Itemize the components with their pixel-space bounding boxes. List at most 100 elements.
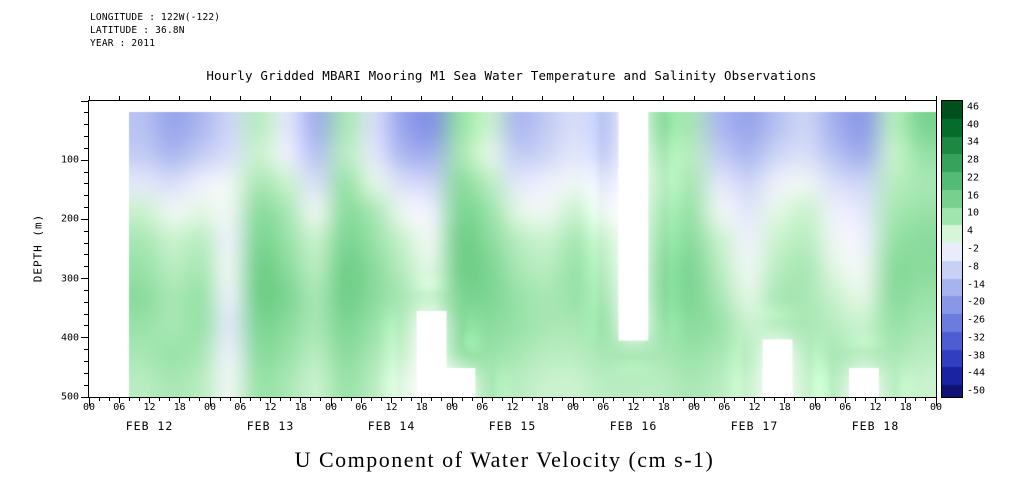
x-axis-top-tick — [784, 96, 786, 100]
heatmap-plot-area: 100 200 300 400 500 00 06 12 18 00 06 12 18 00 06 12 18 0… — [61, 96, 942, 433]
x-axis-top-tick — [512, 96, 513, 100]
x-axis-hour-label: 06 — [476, 402, 489, 413]
colorbar-tick-label: 10 — [967, 207, 980, 219]
y-axis-tick — [84, 349, 88, 351]
x-axis-tick — [310, 398, 312, 401]
x-axis-tick — [169, 398, 171, 401]
x-axis-tick — [512, 398, 513, 403]
x-axis-tick — [885, 398, 887, 401]
x-axis-top-tick — [905, 96, 907, 100]
y-axis-tick — [84, 112, 88, 114]
x-axis-day-label: FEB 16 — [609, 419, 658, 433]
x-axis-tick — [683, 398, 685, 401]
x-axis-top-tick — [391, 96, 392, 100]
x-axis-top-tick — [723, 96, 725, 100]
x-axis-tick — [864, 398, 866, 401]
x-axis-tick — [370, 398, 372, 401]
x-axis-hour-label: 00 — [82, 402, 96, 413]
x-axis-tick — [421, 398, 423, 403]
colorbar-canvas — [942, 101, 962, 397]
x-axis-tick — [713, 398, 715, 401]
x-axis-tick — [754, 398, 755, 403]
y-axis-tick-label: 300 — [60, 273, 79, 285]
x-axis-tick — [320, 398, 322, 401]
x-axis-hour-label: 18 — [415, 402, 428, 413]
x-axis-tick — [844, 398, 846, 403]
x-axis-hour-label: 12 — [748, 402, 761, 413]
colorbar-tick-label: 40 — [967, 119, 980, 131]
x-axis-tick — [602, 398, 604, 403]
x-axis-hour-label: 06 — [113, 402, 126, 413]
caption: U Component of Water Velocity (cm s-1) — [294, 447, 715, 472]
x-axis-top-tick — [693, 96, 695, 100]
x-axis-top-tick — [270, 96, 271, 100]
x-axis-tick — [159, 398, 161, 401]
y-axis-tick — [84, 372, 88, 374]
x-axis-tick — [542, 398, 544, 403]
colorbar-tick-label: -20 — [967, 296, 986, 308]
longitude-label: LONGITUDE : 122W(-122) — [90, 12, 221, 23]
x-axis-tick — [622, 398, 624, 401]
x-axis-top-tick — [935, 96, 937, 100]
x-axis-tick — [219, 398, 221, 401]
y-axis-tick — [81, 278, 88, 280]
colorbar-tick-label: 22 — [967, 172, 980, 184]
x-axis-tick — [149, 398, 150, 403]
x-axis-tick — [935, 398, 937, 406]
colorbar-tick-label: -2 — [967, 243, 980, 255]
x-axis-tick — [411, 398, 413, 401]
x-axis-hour-label: 18 — [536, 402, 549, 413]
x-axis-tick — [380, 398, 382, 401]
x-axis-tick — [108, 398, 110, 401]
y-axis-tick-label: 500 — [60, 391, 79, 403]
y-axis-title: DEPTH (m) — [31, 213, 45, 283]
x-axis-tick — [350, 398, 352, 401]
x-axis-tick — [794, 398, 796, 401]
x-axis-tick — [612, 398, 614, 401]
x-axis-day-label: FEB 12 — [125, 419, 174, 433]
x-axis-top-tick — [633, 96, 634, 100]
y-axis-tick — [81, 218, 88, 220]
x-axis-tick — [209, 398, 211, 406]
x-axis-tick — [401, 398, 403, 401]
x-axis-tick — [572, 398, 574, 406]
x-axis-hour-label: 12 — [143, 402, 156, 413]
x-axis-tick — [270, 398, 271, 403]
x-axis-tick — [814, 398, 816, 406]
x-axis-tick — [249, 398, 251, 401]
x-axis-top-tick — [300, 96, 302, 100]
y-axis-tick — [84, 147, 88, 149]
y-axis-tick — [84, 136, 88, 138]
x-axis-tick — [703, 398, 705, 401]
x-axis-top-tick — [875, 96, 876, 100]
x-axis-top-tick — [179, 96, 181, 100]
x-axis-tick — [723, 398, 725, 403]
x-axis-tick — [552, 398, 554, 401]
y-axis-tick — [84, 171, 88, 173]
x-axis-tick — [491, 398, 493, 401]
x-axis-tick — [643, 398, 645, 401]
y-axis-tick — [81, 100, 88, 102]
x-axis-tick — [471, 398, 473, 401]
x-axis-top-tick — [542, 96, 544, 100]
y-axis-tick — [84, 384, 88, 386]
x-axis-tick — [562, 398, 564, 401]
y-axis-tick — [84, 195, 88, 197]
x-axis-hour-label: 12 — [506, 402, 519, 413]
colorbar-tick-label: 46 — [967, 101, 980, 113]
colorbar-tick-label: -8 — [967, 261, 980, 273]
y-axis-tick-label: 100 — [60, 154, 79, 166]
x-axis-tick — [259, 398, 261, 401]
x-axis-tick — [824, 398, 826, 401]
plot-title: Hourly Gridded MBARI Mooring M1 Sea Wate… — [206, 68, 817, 83]
x-axis-day-label: FEB 15 — [488, 419, 537, 433]
y-axis-tick — [81, 396, 88, 398]
colorbar-tick-label: -14 — [967, 279, 986, 291]
x-axis-tick — [229, 398, 231, 401]
x-axis-tick — [481, 398, 483, 403]
x-axis-tick — [118, 398, 120, 403]
x-axis-hour-label: 00 — [687, 402, 701, 413]
x-axis-top-tick — [572, 96, 574, 100]
colorbar-tick-label: 4 — [967, 225, 974, 237]
